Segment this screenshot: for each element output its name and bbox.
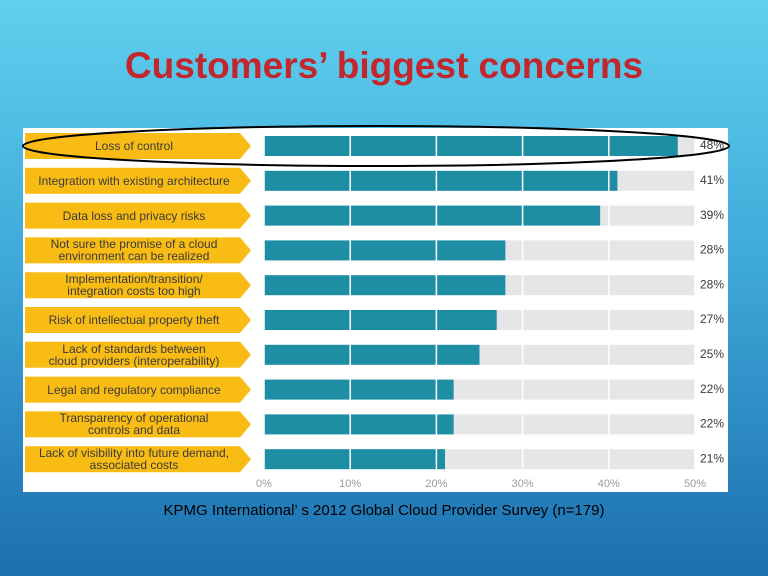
category-label: Implementation/transition/ integration c… bbox=[65, 272, 203, 299]
chart-title: Customers’ biggest concerns bbox=[125, 45, 643, 86]
bar bbox=[264, 205, 601, 226]
x-tick-label: 30% bbox=[512, 478, 534, 490]
value-label: 22% bbox=[700, 382, 724, 396]
value-label: 41% bbox=[700, 173, 724, 187]
category-label: Legal and regulatory compliance bbox=[47, 382, 221, 397]
label-arrow bbox=[25, 202, 251, 229]
value-label: 25% bbox=[700, 347, 724, 361]
label-arrow bbox=[25, 376, 251, 403]
x-tick-label: 40% bbox=[598, 478, 620, 490]
value-label: 28% bbox=[700, 243, 724, 257]
x-tick-label: 20% bbox=[425, 478, 447, 490]
value-label: 28% bbox=[700, 277, 724, 291]
label-arrow bbox=[25, 133, 251, 159]
label-arrow bbox=[25, 167, 251, 194]
label-arrow bbox=[25, 341, 251, 368]
bar bbox=[264, 414, 454, 435]
bar bbox=[264, 170, 618, 191]
bar bbox=[264, 379, 454, 400]
x-tick-label: 50% bbox=[684, 478, 706, 490]
category-label: Not sure the promise of a cloud environm… bbox=[50, 237, 218, 264]
category-label: Integration with existing architecture bbox=[38, 173, 230, 188]
value-label: 22% bbox=[700, 417, 724, 431]
bar bbox=[264, 310, 497, 330]
x-tick-label: 10% bbox=[339, 478, 361, 490]
bar bbox=[264, 449, 446, 470]
label-arrow bbox=[25, 307, 251, 333]
label-arrow bbox=[25, 272, 251, 299]
highlight-ellipse bbox=[22, 125, 730, 167]
label-arrow bbox=[25, 446, 251, 473]
category-label: Lack of standards between cloud provider… bbox=[48, 341, 220, 368]
caption: KPMG International’ s 2012 Global Cloud … bbox=[164, 502, 605, 519]
label-arrow bbox=[25, 411, 251, 438]
bar bbox=[264, 344, 480, 365]
value-label: 21% bbox=[700, 451, 724, 465]
label-arrow bbox=[25, 237, 251, 264]
category-label: Transparency of operational controls and… bbox=[59, 411, 209, 438]
x-tick-label: 0% bbox=[256, 478, 272, 490]
category-label: Data loss and privacy risks bbox=[62, 208, 206, 223]
bar bbox=[264, 136, 678, 156]
category-label: Loss of control bbox=[94, 139, 174, 153]
category-label: Lack of visibility into future demand, a… bbox=[38, 446, 230, 473]
value-label: 39% bbox=[700, 208, 724, 222]
bar bbox=[264, 275, 506, 296]
category-label: Risk of intellectual property theft bbox=[48, 313, 220, 327]
value-label: 27% bbox=[700, 312, 724, 326]
bar bbox=[264, 240, 506, 261]
